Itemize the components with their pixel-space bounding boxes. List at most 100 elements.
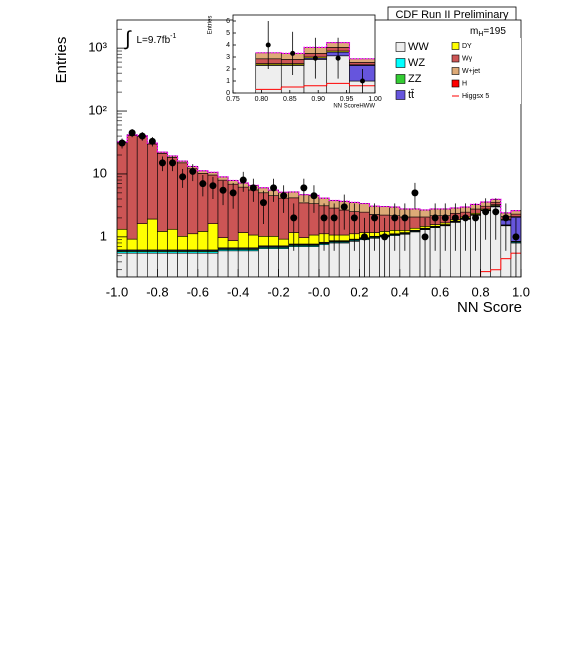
- stack-segment: [227, 250, 239, 277]
- data-point: [265, 42, 271, 48]
- stack-segment: [298, 246, 310, 277]
- stack-segment: [207, 223, 219, 251]
- legend-label: Higgsx 5: [462, 93, 489, 100]
- x-tick-label: -0.6: [187, 284, 209, 299]
- data-point: [330, 214, 338, 222]
- legend: WW WZ ZZ tt̄ DY Wγ W+jet H Higgsx 5: [395, 41, 489, 101]
- data-point: [502, 214, 510, 222]
- y-tick-label: 2: [226, 66, 230, 73]
- x-tick-label: 0.2: [350, 284, 368, 299]
- stack-segment: [419, 209, 431, 218]
- stack-segment: [167, 228, 178, 251]
- x-tick-label: -0.8: [146, 284, 168, 299]
- stack-segment: [126, 252, 138, 277]
- lumi-exp: -1: [170, 33, 176, 40]
- stack-segment: [349, 58, 375, 63]
- data-point: [290, 214, 298, 222]
- data-point: [312, 55, 318, 61]
- y-tick-label: 6: [226, 18, 230, 25]
- y-tick-label: 1: [226, 78, 230, 85]
- data-point: [270, 184, 278, 192]
- stack-segment: [338, 242, 350, 277]
- x-tick-label: -0.0: [308, 284, 330, 299]
- data-point: [128, 129, 136, 137]
- x-tick-label: -1.0: [106, 284, 128, 299]
- stack-segment: [288, 191, 300, 199]
- legend-label: tt̄: [408, 89, 414, 101]
- stack-segment: [177, 252, 189, 277]
- legend-swatch: [451, 67, 460, 75]
- legend-label: WW: [408, 41, 429, 53]
- data-point: [320, 214, 328, 222]
- stack-segment: [268, 236, 279, 247]
- y-tick-label: 10: [93, 165, 107, 180]
- stack-segment: [167, 252, 178, 277]
- legend-label: ZZ: [408, 73, 422, 85]
- stack-segment: [197, 231, 209, 251]
- mass-value: =195: [483, 26, 506, 37]
- y-tick-label: 1: [100, 228, 107, 243]
- data-point: [189, 167, 197, 175]
- stack-segment: [147, 218, 158, 251]
- stack-segment: [349, 62, 375, 66]
- stack-segment: [237, 250, 249, 277]
- data-point: [310, 192, 318, 200]
- x-tick-label: 0.85: [283, 96, 297, 103]
- stack-segment: [379, 206, 391, 216]
- lumi-label: ∫ L=9.7fb-1: [124, 28, 176, 50]
- stack-segment: [177, 236, 189, 251]
- data-point: [512, 233, 520, 241]
- data-point: [371, 214, 379, 222]
- stack-segment: [117, 252, 128, 277]
- stack-segment: [258, 236, 269, 247]
- stack-segment: [136, 252, 148, 277]
- stack-segment: [157, 231, 168, 251]
- y-tick-label: 5: [226, 30, 230, 37]
- data-point: [259, 199, 267, 207]
- data-point: [492, 208, 500, 216]
- data-point: [391, 214, 399, 222]
- mass-m: m: [470, 26, 478, 37]
- legend-label: W+jet: [462, 68, 480, 75]
- stack-segment: [217, 237, 229, 249]
- inset-plot: 0.75 0.80 0.85 0.90 0.95 1.00 0 1 2 3 4 5 6 NN ScoreH…: [208, 14, 382, 110]
- x-tick-label: -0.2: [267, 284, 289, 299]
- data-point: [381, 233, 389, 241]
- legend-swatch: [451, 42, 460, 50]
- data-point: [461, 214, 469, 222]
- stack-segment: [147, 143, 158, 220]
- x-axis-label: NN Score: [457, 299, 522, 316]
- y-tick-label: 10³: [88, 40, 107, 55]
- data-point: [335, 55, 341, 61]
- data-point: [401, 214, 409, 222]
- data-point: [472, 214, 480, 222]
- data-point: [482, 208, 490, 216]
- stack-segment: [126, 238, 138, 251]
- stack-segment: [308, 234, 320, 245]
- stack-segment: [338, 234, 350, 241]
- plot-body: [255, 21, 375, 93]
- legend-label: WZ: [408, 57, 425, 69]
- stack-segment: [308, 246, 320, 277]
- data-point: [451, 214, 459, 222]
- data-point: [249, 184, 257, 192]
- stack-segment: [237, 186, 249, 233]
- stack-segment: [136, 136, 148, 224]
- chart-title: CDF Run II Preliminary: [395, 9, 509, 21]
- data-point: [431, 214, 439, 222]
- stack-segment: [248, 250, 259, 277]
- legend-swatch: [395, 90, 406, 100]
- mass-sub: H: [478, 31, 483, 38]
- stack-segment: [409, 216, 421, 229]
- stack-segment: [268, 248, 279, 277]
- y-tick-label: 10²: [88, 102, 107, 117]
- stack-segment: [157, 252, 168, 277]
- stack-segment: [217, 250, 229, 277]
- data-point: [290, 50, 296, 56]
- stack-segment: [278, 238, 290, 247]
- data-point: [360, 233, 368, 241]
- y-tick-label: 0: [226, 90, 230, 97]
- stack-segment: [248, 234, 259, 249]
- data-point: [169, 159, 177, 167]
